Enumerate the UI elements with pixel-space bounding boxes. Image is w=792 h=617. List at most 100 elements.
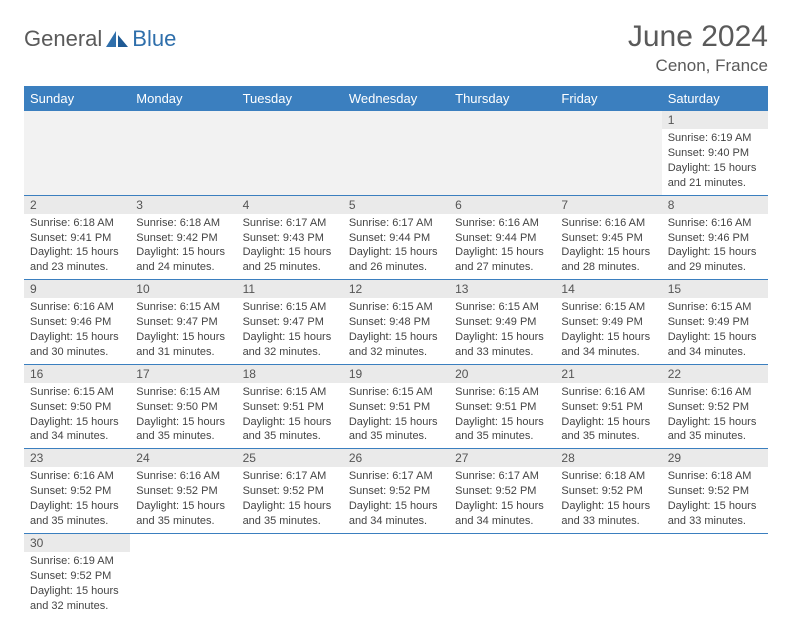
day-number: 30 — [24, 534, 130, 552]
sunset-text: Sunset: 9:49 PM — [455, 315, 549, 330]
sunset-text: Sunset: 9:52 PM — [30, 569, 124, 584]
calendar-cell — [555, 533, 661, 617]
sunset-text: Sunset: 9:52 PM — [668, 400, 762, 415]
daylight-text: Daylight: 15 hours and 32 minutes. — [30, 584, 124, 614]
day-number: 13 — [449, 280, 555, 298]
month-title: June 2024 — [628, 20, 768, 54]
sunrise-text: Sunrise: 6:15 AM — [136, 300, 230, 315]
calendar-cell: 16Sunrise: 6:15 AMSunset: 9:50 PMDayligh… — [24, 364, 130, 449]
sunrise-text: Sunrise: 6:15 AM — [136, 385, 230, 400]
calendar-cell — [130, 111, 236, 195]
sunset-text: Sunset: 9:46 PM — [30, 315, 124, 330]
calendar-table: Sunday Monday Tuesday Wednesday Thursday… — [24, 86, 768, 617]
sunset-text: Sunset: 9:45 PM — [561, 231, 655, 246]
weekday-header: Sunday — [24, 86, 130, 111]
daylight-text: Daylight: 15 hours and 35 minutes. — [30, 499, 124, 529]
sunrise-text: Sunrise: 6:15 AM — [243, 385, 337, 400]
daylight-text: Daylight: 15 hours and 27 minutes. — [455, 245, 549, 275]
sunrise-text: Sunrise: 6:18 AM — [30, 216, 124, 231]
daylight-text: Daylight: 15 hours and 29 minutes. — [668, 245, 762, 275]
day-number: 24 — [130, 449, 236, 467]
sunrise-text: Sunrise: 6:16 AM — [668, 216, 762, 231]
sunset-text: Sunset: 9:46 PM — [668, 231, 762, 246]
daylight-text: Daylight: 15 hours and 28 minutes. — [561, 245, 655, 275]
daylight-text: Daylight: 15 hours and 32 minutes. — [243, 330, 337, 360]
day-number: 8 — [662, 196, 768, 214]
daylight-text: Daylight: 15 hours and 34 minutes. — [455, 499, 549, 529]
day-number: 29 — [662, 449, 768, 467]
day-number: 12 — [343, 280, 449, 298]
daylight-text: Daylight: 15 hours and 33 minutes. — [668, 499, 762, 529]
calendar-cell — [237, 111, 343, 195]
daylight-text: Daylight: 15 hours and 35 minutes. — [136, 499, 230, 529]
sunrise-text: Sunrise: 6:16 AM — [561, 385, 655, 400]
calendar-week-row: 9Sunrise: 6:16 AMSunset: 9:46 PMDaylight… — [24, 280, 768, 365]
sunset-text: Sunset: 9:44 PM — [349, 231, 443, 246]
calendar-cell: 29Sunrise: 6:18 AMSunset: 9:52 PMDayligh… — [662, 449, 768, 534]
logo-text-2: Blue — [132, 26, 176, 52]
weekday-header: Friday — [555, 86, 661, 111]
sunrise-text: Sunrise: 6:17 AM — [455, 469, 549, 484]
sunrise-text: Sunrise: 6:15 AM — [455, 385, 549, 400]
location-title: Cenon, France — [628, 56, 768, 76]
day-number: 26 — [343, 449, 449, 467]
sunrise-text: Sunrise: 6:15 AM — [455, 300, 549, 315]
sunset-text: Sunset: 9:43 PM — [243, 231, 337, 246]
day-number: 28 — [555, 449, 661, 467]
daylight-text: Daylight: 15 hours and 25 minutes. — [243, 245, 337, 275]
calendar-cell — [24, 111, 130, 195]
sunset-text: Sunset: 9:52 PM — [561, 484, 655, 499]
logo: General Blue — [24, 20, 176, 52]
sunset-text: Sunset: 9:52 PM — [136, 484, 230, 499]
sunrise-text: Sunrise: 6:16 AM — [561, 216, 655, 231]
day-number: 23 — [24, 449, 130, 467]
title-block: June 2024 Cenon, France — [628, 20, 768, 76]
sunset-text: Sunset: 9:52 PM — [30, 484, 124, 499]
sunrise-text: Sunrise: 6:19 AM — [668, 131, 762, 146]
sunrise-text: Sunrise: 6:17 AM — [349, 469, 443, 484]
sunrise-text: Sunrise: 6:16 AM — [668, 385, 762, 400]
sunrise-text: Sunrise: 6:16 AM — [136, 469, 230, 484]
daylight-text: Daylight: 15 hours and 35 minutes. — [668, 415, 762, 445]
calendar-cell: 15Sunrise: 6:15 AMSunset: 9:49 PMDayligh… — [662, 280, 768, 365]
sunset-text: Sunset: 9:52 PM — [243, 484, 337, 499]
calendar-cell: 1Sunrise: 6:19 AMSunset: 9:40 PMDaylight… — [662, 111, 768, 195]
calendar-cell: 20Sunrise: 6:15 AMSunset: 9:51 PMDayligh… — [449, 364, 555, 449]
calendar-cell: 14Sunrise: 6:15 AMSunset: 9:49 PMDayligh… — [555, 280, 661, 365]
calendar-cell: 21Sunrise: 6:16 AMSunset: 9:51 PMDayligh… — [555, 364, 661, 449]
daylight-text: Daylight: 15 hours and 35 minutes. — [136, 415, 230, 445]
calendar-cell: 27Sunrise: 6:17 AMSunset: 9:52 PMDayligh… — [449, 449, 555, 534]
daylight-text: Daylight: 15 hours and 34 minutes. — [561, 330, 655, 360]
calendar-cell: 22Sunrise: 6:16 AMSunset: 9:52 PMDayligh… — [662, 364, 768, 449]
daylight-text: Daylight: 15 hours and 35 minutes. — [455, 415, 549, 445]
weekday-header: Tuesday — [237, 86, 343, 111]
calendar-cell: 10Sunrise: 6:15 AMSunset: 9:47 PMDayligh… — [130, 280, 236, 365]
logo-text-1: General — [24, 26, 102, 52]
weekday-header-row: Sunday Monday Tuesday Wednesday Thursday… — [24, 86, 768, 111]
day-number: 20 — [449, 365, 555, 383]
daylight-text: Daylight: 15 hours and 23 minutes. — [30, 245, 124, 275]
calendar-cell — [237, 533, 343, 617]
sunrise-text: Sunrise: 6:15 AM — [561, 300, 655, 315]
sunrise-text: Sunrise: 6:16 AM — [30, 469, 124, 484]
day-number: 4 — [237, 196, 343, 214]
calendar-cell: 3Sunrise: 6:18 AMSunset: 9:42 PMDaylight… — [130, 195, 236, 280]
sunrise-text: Sunrise: 6:17 AM — [243, 469, 337, 484]
sunset-text: Sunset: 9:50 PM — [136, 400, 230, 415]
calendar-cell — [343, 533, 449, 617]
day-number: 25 — [237, 449, 343, 467]
day-number: 11 — [237, 280, 343, 298]
calendar-cell: 30Sunrise: 6:19 AMSunset: 9:52 PMDayligh… — [24, 533, 130, 617]
calendar-cell: 2Sunrise: 6:18 AMSunset: 9:41 PMDaylight… — [24, 195, 130, 280]
day-number: 6 — [449, 196, 555, 214]
sunrise-text: Sunrise: 6:17 AM — [349, 216, 443, 231]
sunset-text: Sunset: 9:51 PM — [561, 400, 655, 415]
calendar-cell: 5Sunrise: 6:17 AMSunset: 9:44 PMDaylight… — [343, 195, 449, 280]
daylight-text: Daylight: 15 hours and 21 minutes. — [668, 161, 762, 191]
day-number: 19 — [343, 365, 449, 383]
sunset-text: Sunset: 9:47 PM — [136, 315, 230, 330]
daylight-text: Daylight: 15 hours and 32 minutes. — [349, 330, 443, 360]
calendar-cell: 24 Sunrise: 6:16 AMSunset: 9:52 PMDayligh… — [130, 449, 236, 534]
sunrise-text: Sunrise: 6:15 AM — [668, 300, 762, 315]
weekday-header: Monday — [130, 86, 236, 111]
